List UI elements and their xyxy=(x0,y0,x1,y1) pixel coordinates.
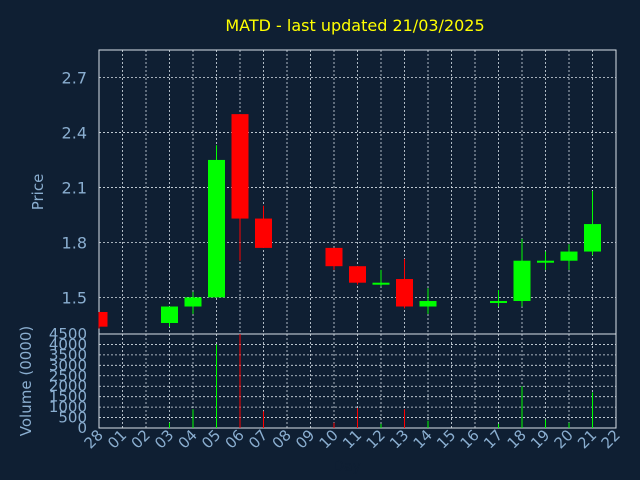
x-tick-label: 12 xyxy=(363,426,389,452)
candle-body xyxy=(396,279,413,307)
candle-body xyxy=(184,297,202,307)
x-tick-label: 19 xyxy=(527,426,553,452)
volume-tick-label: 500 xyxy=(58,409,87,427)
volume-axis-label: Volume (0000) xyxy=(17,326,35,436)
volume-tick-label: 2000 xyxy=(49,377,87,395)
candle-body xyxy=(419,301,437,307)
x-tick-label: 20 xyxy=(551,426,577,452)
candle-body xyxy=(584,224,601,252)
x-axis-label: Day xyxy=(333,459,361,475)
price-panel: 1.5 1.8 2.1 2.4 2.7 xyxy=(62,49,617,335)
x-tick-label: 08 xyxy=(269,426,295,452)
candle-body xyxy=(231,114,249,219)
volume-tick-label: 4000 xyxy=(49,335,87,353)
volume-tick-label: 0 xyxy=(77,419,87,437)
price-axis-label: Price xyxy=(29,174,47,211)
candle-body xyxy=(325,247,343,267)
x-tick-label: 05 xyxy=(198,426,224,452)
x-tick-label: 01 xyxy=(104,426,130,452)
volume-tick-label: 3000 xyxy=(49,356,87,374)
volume-tick-label: 1500 xyxy=(49,388,87,406)
price-tick-label: 1.8 xyxy=(62,233,87,252)
chart-title: MATD - last updated 21/03/2025 xyxy=(225,16,484,35)
candle-body xyxy=(99,312,108,327)
candle-body xyxy=(161,306,178,324)
x-tick-label: 16 xyxy=(457,426,483,452)
price-tick-label: 2.4 xyxy=(62,123,87,142)
candle-body xyxy=(560,251,578,261)
price-tick-label: 2.7 xyxy=(62,68,87,87)
volume-tick-label: 1000 xyxy=(49,398,87,416)
candle-body xyxy=(490,301,507,304)
x-tick-label: 09 xyxy=(292,426,318,452)
x-tick-label: 14 xyxy=(410,426,436,452)
volume-tick-label: 3500 xyxy=(49,346,87,364)
x-tick-label: 07 xyxy=(245,426,271,452)
x-tick-label: 10 xyxy=(316,426,342,452)
price-tick-label: 1.5 xyxy=(62,288,87,307)
candle-body xyxy=(513,260,531,302)
candle-body xyxy=(255,218,272,248)
x-tick-label: 13 xyxy=(386,426,412,452)
x-tick-label: 02 xyxy=(128,426,154,452)
x-tick-label: 17 xyxy=(480,426,506,452)
candle-body xyxy=(372,282,390,285)
x-tick-label: 06 xyxy=(222,426,248,452)
x-tick-label: 21 xyxy=(574,426,600,452)
candle-body xyxy=(349,266,366,283)
price-tick-label: 2.1 xyxy=(62,178,87,197)
candle-body xyxy=(537,260,554,263)
x-tick-label: 15 xyxy=(433,426,459,452)
x-tick-label: 18 xyxy=(504,426,530,452)
x-axis: 2801020304050607080910111213141516171819… xyxy=(81,426,624,452)
volume-tick-label: 4500 xyxy=(49,325,87,343)
volume-tick-label: 2500 xyxy=(49,367,87,385)
x-tick-label: 04 xyxy=(175,426,201,452)
x-tick-label: 03 xyxy=(151,426,177,452)
x-tick-label: 11 xyxy=(339,426,365,452)
x-tick-label: 22 xyxy=(598,426,624,452)
candle-body xyxy=(208,159,225,298)
